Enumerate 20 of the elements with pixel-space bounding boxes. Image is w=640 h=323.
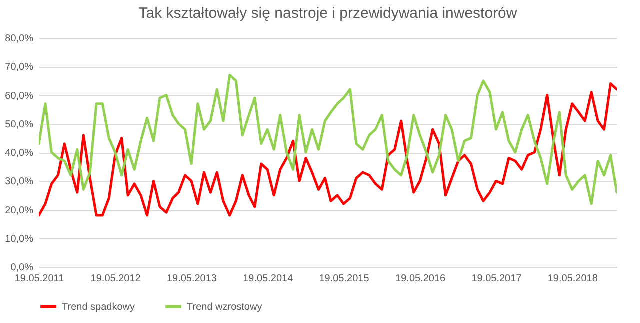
y-tick-label: 60,0%	[5, 90, 34, 102]
y-tick-label: 10,0%	[5, 234, 34, 245]
x-tick-label: 19.05.2018	[548, 274, 598, 284]
legend-label: Trend wzrostowy	[187, 302, 262, 313]
legend-label: Trend spadkowy	[62, 302, 135, 313]
x-tick-label: 19.05.2016	[396, 274, 446, 284]
x-tick-label: 19.05.2015	[319, 274, 370, 284]
y-tick-label: 40,0%	[5, 148, 34, 159]
chart-title: Tak kształtowały się nastroje i przewidywania inwestorów	[138, 5, 518, 22]
y-tick-label: 50,0%	[5, 119, 34, 130]
y-tick-label: 70,0%	[5, 62, 34, 74]
y-tick-label: 30,0%	[5, 176, 34, 188]
y-tick-label: 80,0%	[5, 34, 34, 44]
y-tick-label: 20,0%	[5, 205, 34, 216]
x-tick-label: 19.05.2014	[243, 274, 294, 284]
x-tick-label: 19.05.2017	[472, 274, 522, 284]
x-tick-label: 19.05.2012	[90, 274, 142, 284]
x-tick-label: 19.05.2013	[166, 274, 218, 284]
x-tick-label: 19.05.2011	[14, 274, 65, 284]
y-tick-label: 0,0%	[10, 262, 34, 274]
